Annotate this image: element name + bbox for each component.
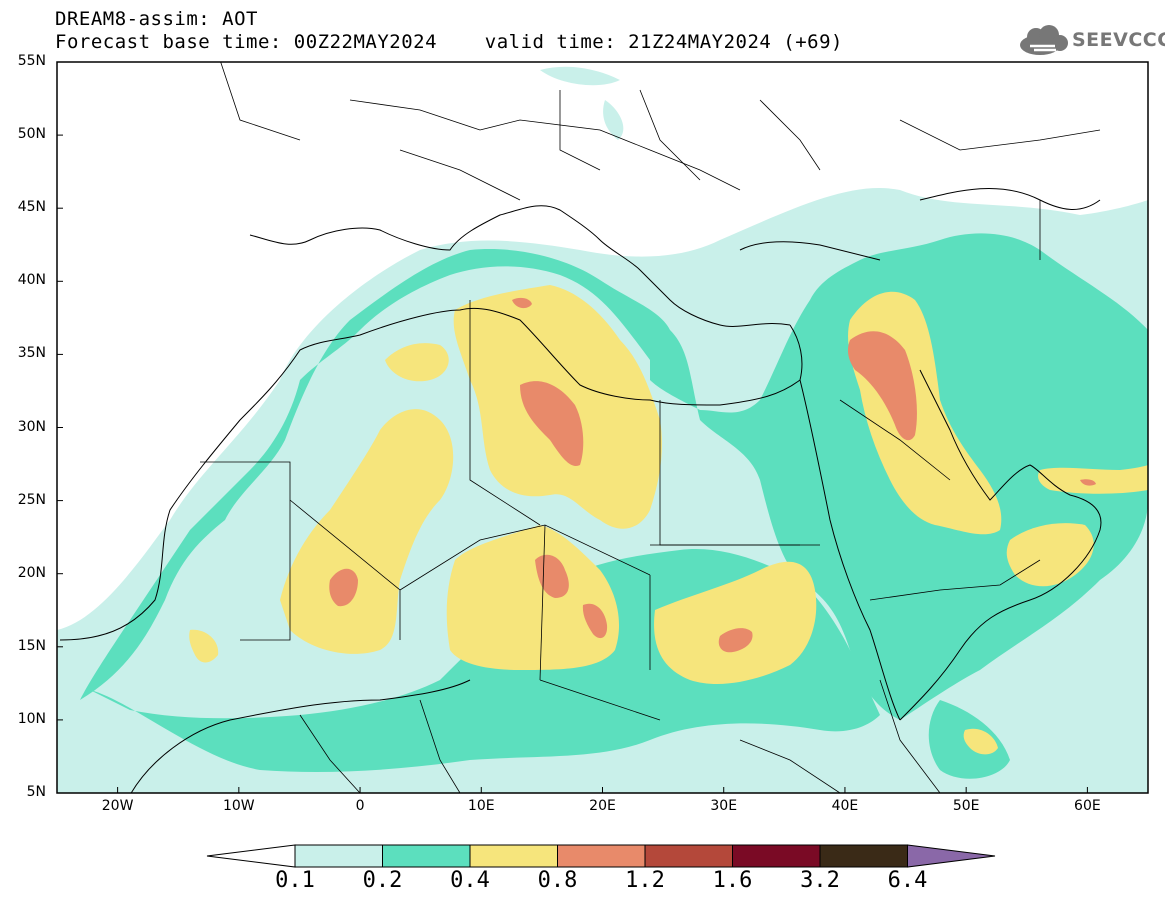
seevccc-logo [1020,25,1068,55]
lat-label: 35N [17,345,46,362]
lat-label: 5N [26,784,46,800]
lon-label: 60E [1074,798,1101,814]
lat-label: 30N [17,418,46,435]
colorbar-swatch [644,844,733,868]
lat-label: 50N [17,126,46,143]
map-title: DREAM8-assim: AOT [55,8,258,30]
lat-label: 25N [17,491,46,508]
lat-label: 45N [17,199,46,216]
lat-label: 15N [17,637,46,654]
colorbar-label: 1.6 [712,868,753,893]
lon-label: 0 [355,798,365,814]
lat-label: 40N [17,272,46,289]
lon-label: 50E [952,798,980,814]
lon-label: 20W [101,798,134,814]
colorbar-over-arrow [907,844,996,868]
aot-band-0.8 [329,297,1096,653]
colorbar-label: 3.2 [800,868,840,893]
lon-label: 40E [831,798,859,814]
country-borders [200,62,1101,793]
colorbar-label: 0.8 [537,868,578,893]
aot-band-0.4 [189,285,1148,755]
colorbar-swatch [819,844,908,868]
lat-label: 55N [17,53,46,69]
lat-label: 10N [17,710,46,727]
colorbar-swatch [382,844,471,868]
coastlines [59,187,1102,793]
lon-label: 20E [589,798,616,814]
colorbar-label: 0.4 [450,868,490,893]
lon-label: 10E [467,798,495,814]
lon-label: 30E [710,798,738,814]
colorbar-label: 0.2 [362,868,403,893]
axis-ticks [57,61,1088,794]
colorbar-swatch [557,844,646,868]
colorbar-swatch [294,844,383,868]
colorbar-swatch [469,844,558,868]
colorbar-label: 0.1 [275,868,315,893]
logo-text: SEEVCCC [1072,29,1165,51]
lon-label: 10W [222,798,255,814]
colorbar-under-arrow [206,844,296,868]
colorbar-swatch [732,844,821,868]
colorbar-label: 6.4 [887,868,928,893]
lat-label: 20N [17,564,46,581]
forecast-time-subtitle: Forecast base time: 00Z22MAY2024 valid t… [55,31,843,53]
colorbar-label: 1.2 [625,868,665,893]
